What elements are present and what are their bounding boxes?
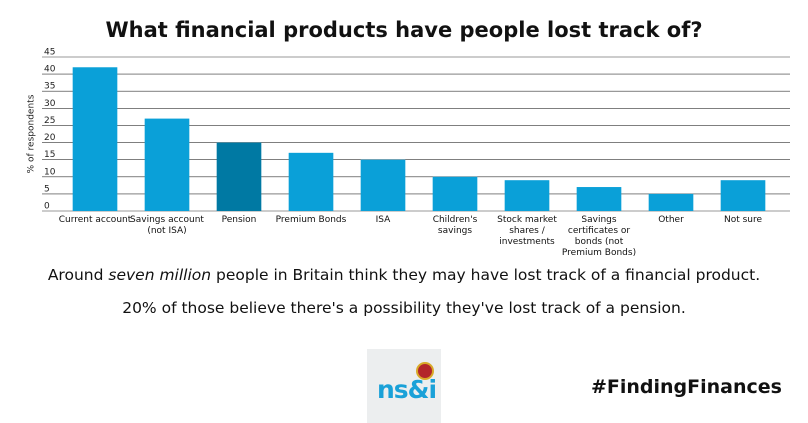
bar bbox=[720, 180, 766, 211]
bar bbox=[144, 118, 190, 211]
bar bbox=[504, 180, 550, 211]
y-tick-label: 15 bbox=[44, 150, 55, 160]
note-text: Around bbox=[47, 266, 104, 284]
x-tick-label: Pension bbox=[221, 215, 257, 225]
note-line: 20% of those believe there's a possibili… bbox=[122, 299, 686, 317]
y-tick-label: 45 bbox=[44, 48, 55, 58]
y-tick-label: 40 bbox=[44, 65, 56, 75]
logo-text: ns&i bbox=[377, 375, 437, 404]
bar bbox=[360, 159, 406, 211]
y-tick-label: 25 bbox=[44, 116, 55, 126]
x-tick-label: Not sure bbox=[723, 215, 763, 225]
y-tick-label: 30 bbox=[44, 99, 56, 109]
bar bbox=[216, 142, 262, 211]
x-tick-label: ISA bbox=[375, 215, 391, 225]
y-tick-label: 20 bbox=[44, 133, 56, 143]
y-tick-label: 35 bbox=[44, 82, 55, 92]
y-tick-label: 0 bbox=[44, 202, 50, 212]
x-tick-label: Premium Bonds bbox=[275, 215, 347, 225]
x-tick-label: Savings account (not ISA) bbox=[130, 215, 204, 236]
logo-emblem bbox=[416, 362, 434, 380]
x-tick-label: Other bbox=[658, 215, 684, 225]
note-text: people in Britain think they may have lo… bbox=[216, 266, 761, 284]
chart-title: What financial products have people lost… bbox=[105, 18, 702, 42]
logo: ns&i bbox=[367, 349, 441, 423]
x-tick-label: Current account bbox=[58, 215, 132, 225]
bar bbox=[288, 152, 334, 211]
bar bbox=[648, 193, 694, 211]
hashtag: #FindingFinances bbox=[590, 376, 782, 398]
bar bbox=[576, 187, 622, 211]
x-tick-label: Stock market shares / investments bbox=[497, 215, 557, 247]
bar bbox=[72, 67, 118, 212]
x-tick-label: Savings certificates or bonds (not Premi… bbox=[561, 215, 637, 258]
y-axis-label: % of respondents bbox=[27, 94, 37, 173]
note-emphasis: seven million bbox=[108, 266, 212, 284]
bar bbox=[432, 176, 478, 211]
y-tick-label: 10 bbox=[44, 167, 56, 177]
note-line: Around seven million people in Britain t… bbox=[0, 266, 808, 284]
y-tick-label: 5 bbox=[44, 184, 50, 194]
x-tick-label: Children's savings bbox=[432, 215, 478, 236]
